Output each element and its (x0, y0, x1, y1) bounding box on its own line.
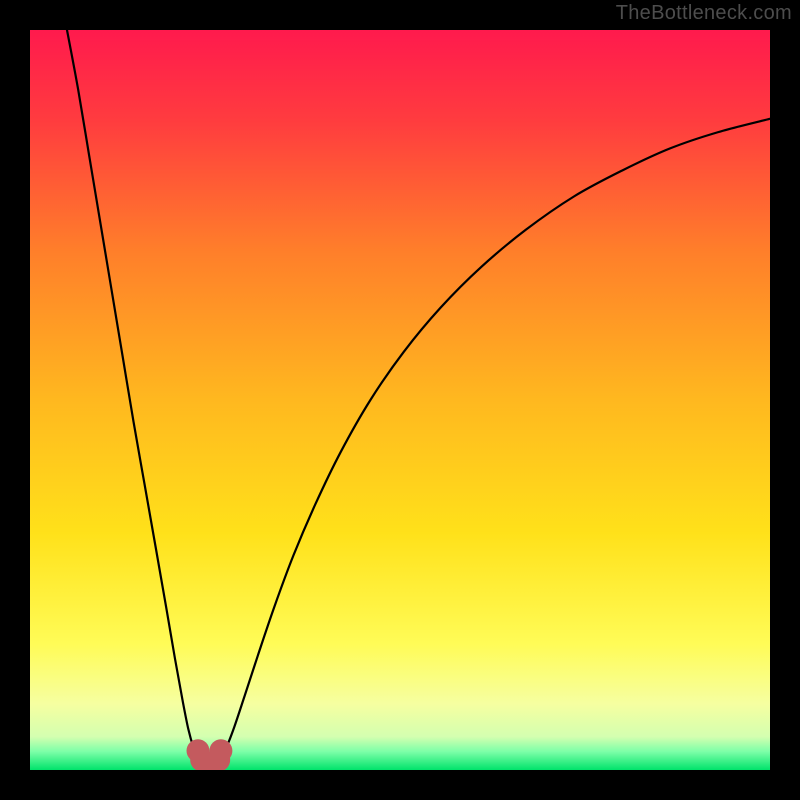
plot-area (30, 30, 770, 770)
canvas: TheBottleneck.com (0, 0, 800, 800)
watermark-text: TheBottleneck.com (616, 2, 792, 25)
bottleneck-curve (30, 30, 770, 770)
